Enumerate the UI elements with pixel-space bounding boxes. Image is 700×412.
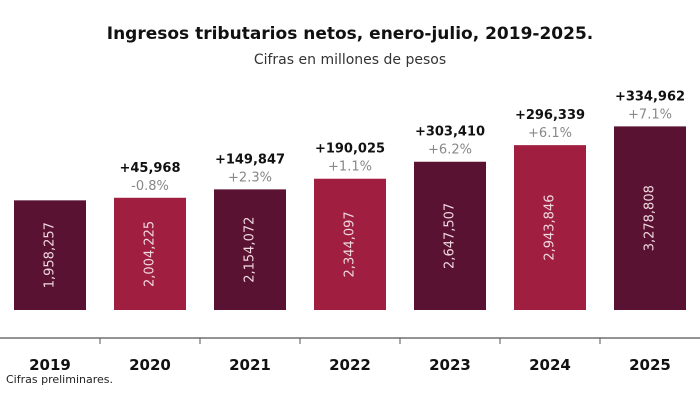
pct-change-label: +6.2% — [428, 143, 472, 158]
bar-2024 — [514, 145, 586, 310]
chart-title: Ingresos tributarios netos, enero-julio,… — [106, 24, 594, 44]
x-tick-label: 2020 — [129, 356, 171, 374]
change-label: +45,968 — [119, 161, 180, 176]
x-tick-label: 2023 — [429, 356, 471, 374]
bar-value-label: 1,958,257 — [43, 222, 58, 288]
bar-2019 — [14, 200, 86, 310]
pct-change-label: +2.3% — [228, 170, 272, 185]
footnote: Cifras preliminares. — [6, 373, 114, 386]
bar-value-label: 2,647,507 — [443, 203, 458, 269]
x-tick-label: 2022 — [329, 356, 371, 374]
pct-change-label: -0.8% — [131, 179, 169, 194]
bar-2021 — [214, 189, 286, 310]
pct-change-label: +6.1% — [528, 126, 572, 141]
change-label: +296,339 — [515, 108, 585, 123]
x-tick-label: 2024 — [529, 356, 571, 374]
x-tick-label: 2025 — [629, 356, 671, 374]
bar-value-label: 2,004,225 — [143, 221, 158, 287]
bar-value-label: 3,278,808 — [643, 185, 658, 251]
bar-value-label: 2,344,097 — [343, 211, 358, 277]
pct-change-label: +7.1% — [628, 107, 672, 122]
x-tick-label: 2021 — [229, 356, 271, 374]
bar-2023 — [414, 161, 486, 310]
x-tick-label: 2019 — [29, 356, 71, 374]
bar-2020 — [114, 197, 186, 310]
bar-2025 — [614, 126, 686, 310]
change-label: +334,962 — [615, 89, 685, 104]
pct-change-label: +1.1% — [328, 160, 372, 175]
bar-value-label: 2,154,072 — [243, 217, 258, 283]
bar-value-label: 2,943,846 — [543, 194, 558, 260]
change-label: +190,025 — [315, 142, 385, 157]
change-label: +303,410 — [415, 125, 485, 140]
change-label: +149,847 — [215, 152, 285, 167]
bar-2022 — [314, 178, 386, 310]
chart-subtitle: Cifras en millones de pesos — [253, 52, 447, 68]
